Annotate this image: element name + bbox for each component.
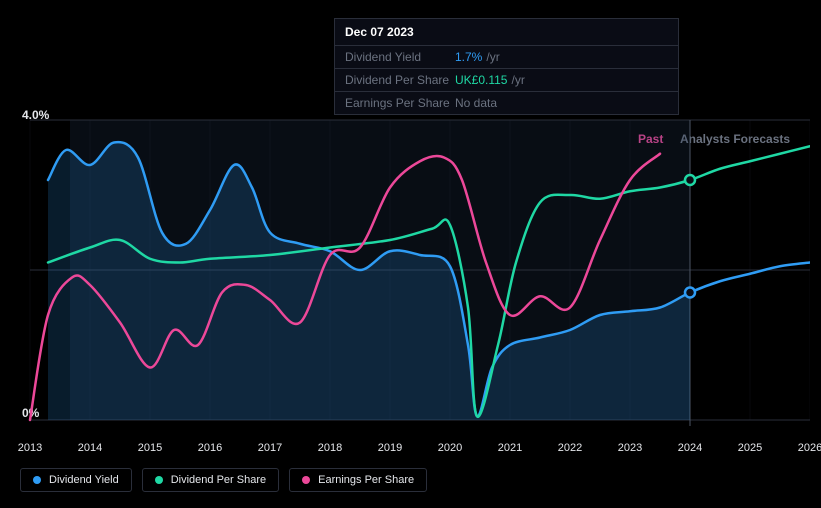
- tooltip-value: No data: [455, 96, 497, 110]
- legend-item[interactable]: Earnings Per Share: [289, 468, 427, 492]
- tooltip-row-yield: Dividend Yield 1.7%/yr: [335, 46, 678, 69]
- chart-svg: [20, 100, 810, 440]
- legend-label: Dividend Per Share: [171, 474, 266, 486]
- x-tick: 2017: [258, 442, 282, 454]
- tooltip-value: UK£0.115/yr: [455, 73, 525, 87]
- x-tick: 2014: [78, 442, 102, 454]
- tooltip-row-eps: Earnings Per Share No data: [335, 92, 678, 114]
- legend-label: Earnings Per Share: [318, 474, 414, 486]
- tooltip-date: Dec 07 2023: [335, 19, 678, 46]
- x-tick: 2021: [498, 442, 522, 454]
- x-tick: 2022: [558, 442, 582, 454]
- legend: Dividend Yield Dividend Per Share Earnings…: [20, 468, 427, 492]
- x-tick: 2024: [678, 442, 702, 454]
- x-tick: 2020: [438, 442, 462, 454]
- x-tick: 2013: [18, 442, 42, 454]
- x-tick: 2019: [378, 442, 402, 454]
- tooltip-value: 1.7%/yr: [455, 50, 500, 64]
- x-axis: 2013 2014 2015 2016 2017 2018 2019 2020 2021 2022…: [20, 442, 810, 458]
- x-tick: 2023: [618, 442, 642, 454]
- tooltip-label: Dividend Per Share: [345, 73, 455, 87]
- line-chart[interactable]: [20, 100, 810, 460]
- legend-dot: [33, 476, 41, 484]
- x-tick: 2018: [318, 442, 342, 454]
- tooltip-label: Earnings Per Share: [345, 96, 455, 110]
- legend-dot: [302, 476, 310, 484]
- x-tick: 2026: [798, 442, 821, 454]
- x-tick: 2025: [738, 442, 762, 454]
- legend-label: Dividend Yield: [49, 474, 119, 486]
- legend-item[interactable]: Dividend Yield: [20, 468, 132, 492]
- legend-item[interactable]: Dividend Per Share: [142, 468, 279, 492]
- tooltip: Dec 07 2023 Dividend Yield 1.7%/yr Divid…: [334, 18, 679, 115]
- tooltip-row-dps: Dividend Per Share UK£0.115/yr: [335, 69, 678, 92]
- legend-dot: [155, 476, 163, 484]
- tooltip-label: Dividend Yield: [345, 50, 455, 64]
- x-tick: 2016: [198, 442, 222, 454]
- x-tick: 2015: [138, 442, 162, 454]
